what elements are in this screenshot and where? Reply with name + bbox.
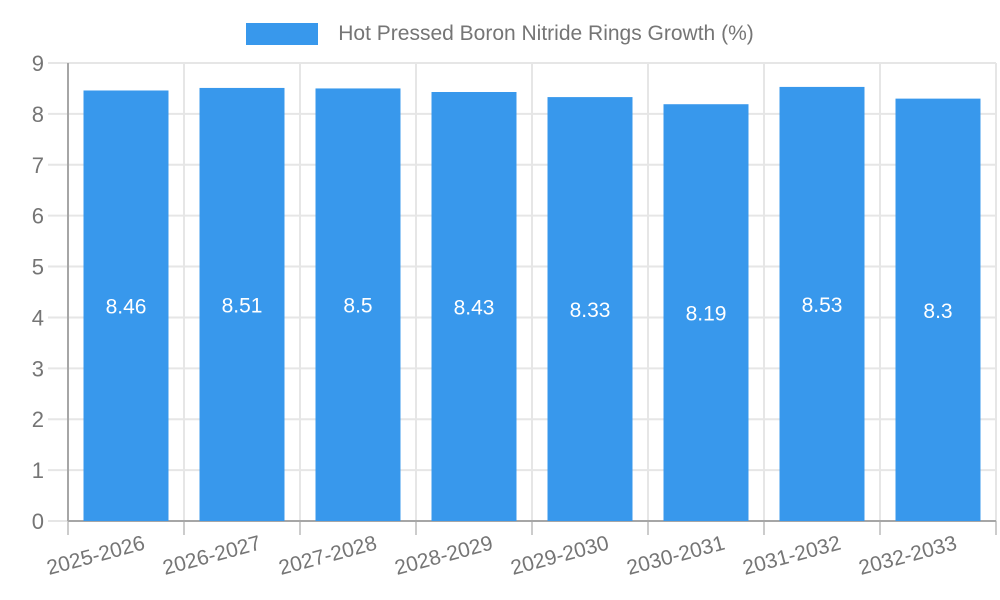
bar xyxy=(315,88,401,521)
legend-label: Hot Pressed Boron Nitride Rings Growth (… xyxy=(338,22,754,45)
y-tick-label: 9 xyxy=(32,51,44,76)
x-tick-label: 2030-2031 xyxy=(624,532,727,580)
legend-item[interactable]: Hot Pressed Boron Nitride Rings Growth (… xyxy=(0,21,1000,47)
bar xyxy=(199,87,285,522)
bar-value-label: 8.43 xyxy=(454,297,495,320)
y-tick-label: 2 xyxy=(32,407,44,432)
x-tick-label: 2025-2026 xyxy=(44,532,147,580)
y-tick-label: 6 xyxy=(32,204,44,229)
bar-value-label: 8.53 xyxy=(802,294,843,317)
x-tick-label: 2032-2033 xyxy=(856,532,959,580)
x-tick-label: 2031-2032 xyxy=(740,532,843,580)
x-tick-label: 2027-2028 xyxy=(276,532,379,580)
bar-value-label: 8.5 xyxy=(343,295,372,318)
y-tick-label: 5 xyxy=(32,255,44,280)
bar-value-label: 8.3 xyxy=(923,300,952,323)
bar xyxy=(547,97,633,522)
y-tick-label: 1 xyxy=(32,458,44,483)
x-tick-label: 2026-2027 xyxy=(160,532,263,580)
y-tick-label: 8 xyxy=(32,102,44,127)
x-tick-label: 2028-2029 xyxy=(392,532,495,580)
y-tick-label: 7 xyxy=(32,153,44,178)
bar-value-label: 8.46 xyxy=(106,296,147,319)
y-tick-label: 0 xyxy=(32,509,44,534)
bar xyxy=(779,86,865,521)
bar-value-label: 8.33 xyxy=(570,299,611,322)
legend-swatch xyxy=(246,23,319,45)
x-tick-label: 2029-2030 xyxy=(508,532,611,580)
y-tick-label: 4 xyxy=(32,305,44,330)
bar-value-label: 8.19 xyxy=(686,303,727,326)
bar-value-label: 8.51 xyxy=(222,294,263,317)
y-tick-label: 3 xyxy=(32,356,44,381)
bar xyxy=(83,90,169,521)
bar xyxy=(431,92,517,522)
bar xyxy=(895,98,981,521)
bar xyxy=(663,104,749,521)
